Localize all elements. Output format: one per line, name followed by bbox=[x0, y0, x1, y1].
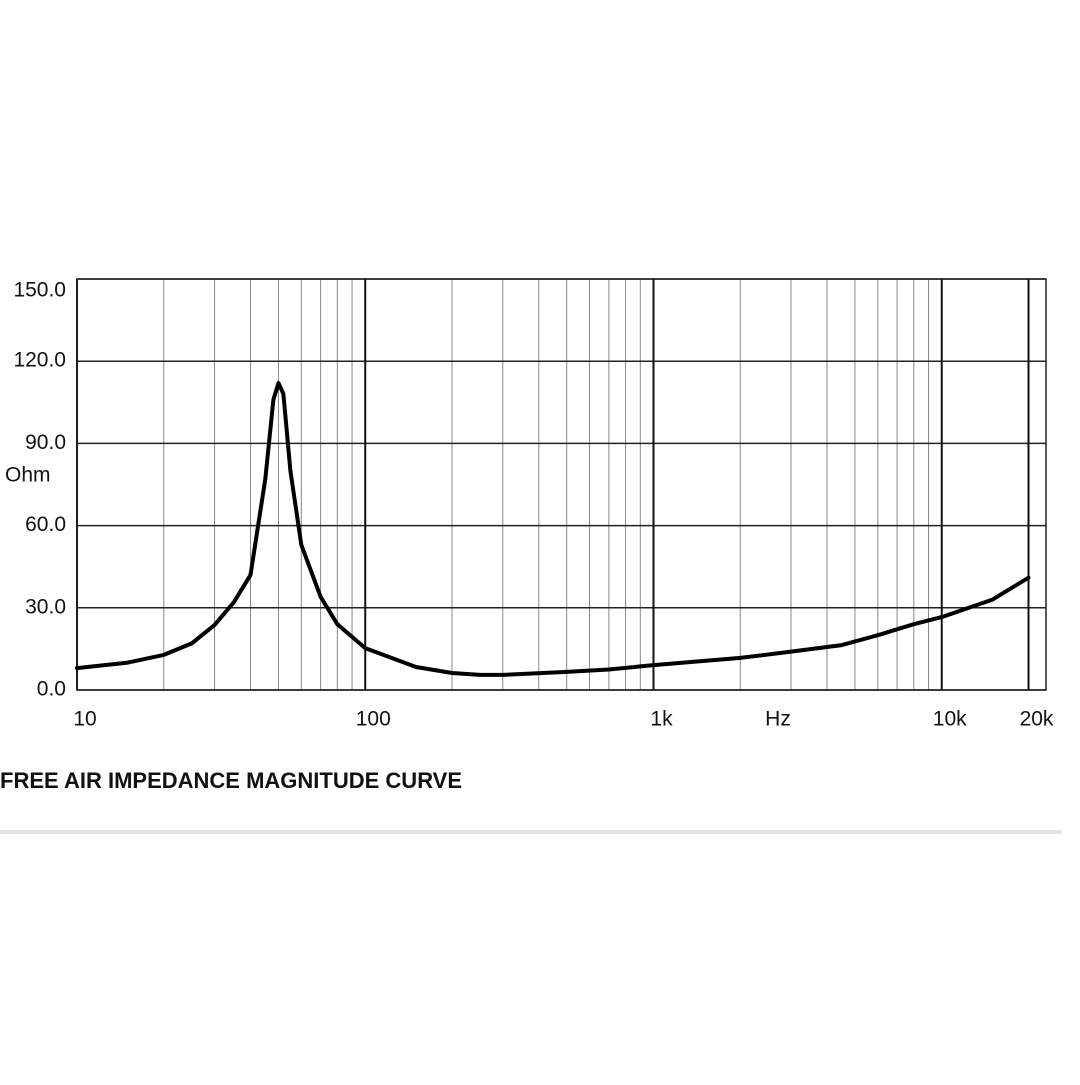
divider bbox=[0, 830, 1062, 834]
x-tick-label: 10 bbox=[73, 708, 96, 731]
x-tick-label: 10k bbox=[933, 708, 967, 731]
y-tick-label: 0.0 bbox=[37, 678, 66, 701]
x-tick-label: 100 bbox=[356, 708, 391, 731]
y-tick-label: 120.0 bbox=[13, 349, 66, 372]
y-tick-label: 60.0 bbox=[25, 513, 66, 536]
plot-frame bbox=[76, 278, 1047, 691]
chart-title: FREE AIR IMPEDANCE MAGNITUDE CURVE bbox=[0, 768, 462, 793]
y-tick-label: 150.0 bbox=[13, 279, 66, 302]
y-tick-label: 90.0 bbox=[25, 431, 66, 454]
impedance-curve bbox=[75, 381, 1031, 677]
x-tick-label: 1k bbox=[650, 708, 673, 731]
y-tick-label: 30.0 bbox=[25, 595, 66, 618]
x-axis-label: Hz bbox=[765, 708, 791, 731]
x-tick-label: 20k bbox=[1020, 708, 1054, 731]
y-axis-label: Ohm bbox=[5, 464, 51, 487]
